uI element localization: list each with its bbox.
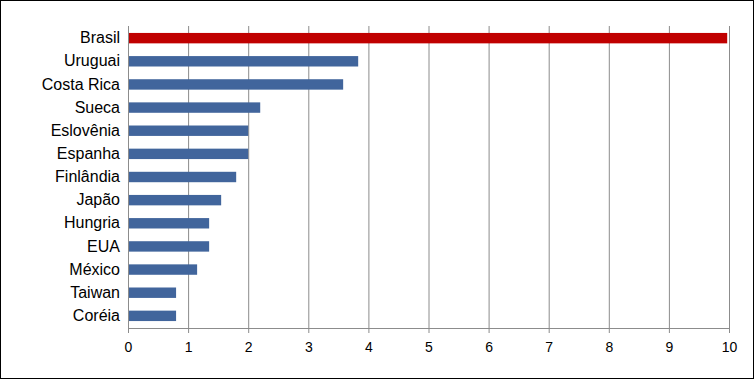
x-tick-mark: [549, 328, 550, 333]
x-tick-mark: [188, 328, 189, 333]
y-tick: EUA: [87, 238, 120, 255]
y-tick: Finlândia: [55, 168, 120, 185]
category-label: Costa Rica: [42, 76, 120, 93]
x-tick-mark: [368, 328, 369, 333]
category-label: Taiwan: [70, 284, 120, 301]
category-label: México: [69, 261, 120, 278]
bar: [128, 241, 209, 251]
grid-line: [609, 26, 610, 328]
x-tick-mark: [248, 328, 249, 333]
y-tick: Hungria: [64, 214, 120, 231]
bar: [128, 311, 176, 321]
bar: [128, 218, 209, 228]
bar: [128, 56, 358, 66]
y-tick: Eslovênia: [51, 122, 120, 139]
category-label: Hungria: [64, 214, 120, 231]
y-tick: Brasil: [80, 29, 120, 46]
bar: [128, 33, 727, 43]
category-label: Brasil: [80, 29, 120, 46]
y-tick: Sueca: [75, 99, 120, 116]
x-tick-label: 10: [722, 339, 738, 355]
category-label: Eslovênia: [51, 122, 120, 139]
category-label: Finlândia: [55, 168, 120, 185]
category-label: EUA: [87, 238, 120, 255]
bar: [128, 288, 176, 298]
x-tick-mark: [669, 328, 670, 333]
x-tick: 0: [125, 328, 133, 355]
x-tick-label: 5: [425, 339, 433, 355]
category-label: Japão: [76, 191, 120, 208]
y-tick: Taiwan: [70, 284, 120, 301]
x-tick-label: 4: [365, 339, 373, 355]
grid-line: [729, 26, 730, 328]
grid-line: [308, 26, 309, 328]
x-tick-mark: [609, 328, 610, 333]
x-tick-mark: [729, 328, 730, 333]
bar: [128, 264, 197, 274]
x-tick: 7: [545, 328, 553, 355]
x-tick: 8: [605, 328, 613, 355]
bar: [128, 79, 343, 89]
x-tick: 6: [485, 328, 493, 355]
x-tick: 3: [305, 328, 313, 355]
category-label: Coréia: [73, 307, 120, 324]
grid-line: [368, 26, 369, 328]
x-tick-label: 7: [545, 339, 553, 355]
bar: [128, 102, 260, 112]
y-tick: Uruguai: [64, 52, 120, 69]
x-tick: 4: [365, 328, 373, 355]
y-tick: Coréia: [73, 307, 120, 324]
x-tick: 9: [666, 328, 674, 355]
y-tick: Japão: [76, 191, 120, 208]
x-tick-label: 6: [485, 339, 493, 355]
x-tick-label: 0: [125, 339, 133, 355]
bar: [128, 195, 221, 205]
x-tick-label: 3: [305, 339, 313, 355]
x-tick-mark: [489, 328, 490, 333]
x-tick-mark: [308, 328, 309, 333]
grid-line: [549, 26, 550, 328]
x-tick: 1: [185, 328, 193, 355]
x-tick-label: 9: [666, 339, 674, 355]
chart: 0 1 2 3 4 5 6 7 8 9 10 Brasil Uruguai Costa Rica Sueca…: [0, 0, 754, 379]
y-axis: Brasil Uruguai Costa Rica Sueca Eslovênia Esp…: [42, 27, 129, 329]
category-label: Espanha: [57, 145, 120, 162]
grid: [129, 26, 730, 328]
y-axis-line: [128, 27, 129, 329]
grid-line: [248, 26, 249, 328]
x-tick-mark: [128, 328, 129, 333]
x-tick-mark: [429, 328, 430, 333]
x-tick-label: 1: [185, 339, 193, 355]
category-label: Sueca: [75, 99, 120, 116]
category-label: Uruguai: [64, 52, 120, 69]
x-tick-label: 2: [245, 339, 253, 355]
chart-frame: [1, 1, 754, 379]
y-tick: México: [69, 261, 120, 278]
grid-line: [128, 26, 129, 328]
bar: [128, 149, 248, 159]
bars: [128, 33, 727, 321]
x-axis: 0 1 2 3 4 5 6 7 8 9 10: [125, 328, 738, 355]
x-tick-label: 8: [605, 339, 613, 355]
y-tick: Costa Rica: [42, 76, 120, 93]
grid-line: [489, 26, 490, 328]
grid-line: [429, 26, 430, 328]
grid-line: [669, 26, 670, 328]
plot: 0 1 2 3 4 5 6 7 8 9 10 Brasil Uruguai Costa Rica Sueca…: [42, 26, 738, 355]
bar: [128, 126, 248, 136]
y-tick: Espanha: [57, 145, 120, 162]
x-tick: 10: [722, 328, 738, 355]
bar: [128, 172, 236, 182]
x-tick: 2: [245, 328, 253, 355]
x-tick: 5: [425, 328, 433, 355]
